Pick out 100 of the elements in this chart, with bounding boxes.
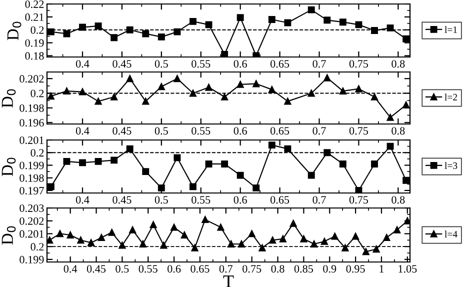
point: [308, 90, 315, 97]
x-tick-label: 0.6: [168, 265, 181, 273]
point: [98, 234, 105, 242]
point: [355, 85, 362, 92]
x-tick-label: 0.4: [76, 196, 90, 204]
point: [248, 230, 256, 238]
point: [110, 156, 118, 164]
point: [94, 98, 102, 105]
point: [150, 221, 157, 228]
point: [362, 248, 370, 256]
point: [394, 226, 401, 234]
point: [236, 14, 244, 22]
x-tick-label: 0.75: [349, 127, 368, 135]
point: [94, 22, 102, 30]
x-tick-label: 0.75: [349, 60, 368, 68]
x-tick-label: 0.55: [192, 196, 210, 204]
point: [342, 244, 349, 252]
point: [88, 239, 95, 246]
point: [284, 98, 292, 105]
x-tick-label: 0.7: [312, 196, 326, 204]
point: [279, 235, 286, 242]
legend-label: l=2: [444, 94, 457, 100]
point: [402, 35, 410, 42]
x-tick-label: 0.6: [234, 196, 247, 204]
x-tick-label: 0.8: [392, 60, 405, 68]
y-axis-title: D$_{0}$: [2, 226, 16, 245]
point: [268, 142, 276, 149]
point: [63, 88, 70, 95]
point: [355, 187, 362, 193]
point: [402, 176, 410, 184]
x-tick-label: 0.8: [271, 265, 284, 273]
x-tick-label: 0.75: [349, 196, 368, 204]
point: [205, 21, 212, 28]
y-axis-title: D$_{0}$: [2, 89, 16, 108]
y-tick-label: 0.199: [20, 256, 44, 264]
point: [190, 183, 196, 190]
y-tick-label: 0.21: [25, 13, 44, 21]
legend-label: l=4: [444, 230, 458, 238]
point: [355, 21, 362, 28]
point: [252, 184, 260, 192]
point: [174, 75, 181, 82]
y-tick-label: 0.2: [30, 243, 44, 251]
point: [284, 145, 292, 152]
point: [205, 160, 212, 168]
point: [324, 16, 331, 24]
point: [79, 88, 86, 96]
point: [190, 18, 196, 25]
point: [174, 154, 181, 162]
point: [320, 238, 328, 245]
point: [63, 158, 70, 165]
point: [402, 101, 410, 108]
x-tick-label: 0.5: [116, 265, 129, 273]
x-tick-label: 0.65: [270, 196, 290, 204]
y-tick-label: 0.2: [30, 90, 44, 98]
point: [269, 236, 276, 244]
x-tick-label: 0.7: [219, 265, 233, 273]
y-tick-label: 0.2: [30, 149, 44, 157]
x-tick-label: 0.8: [392, 127, 405, 135]
x-tick-label: 0.7: [312, 60, 326, 68]
x-tick-label: 0.95: [346, 265, 365, 273]
x-tick-label: 1: [380, 265, 384, 272]
point: [180, 232, 188, 238]
point: [258, 244, 266, 252]
x-tick-label: 0.75: [242, 265, 262, 273]
point: [268, 16, 276, 23]
point: [110, 93, 118, 100]
point: [236, 172, 244, 179]
point: [142, 98, 150, 105]
point: [284, 19, 292, 26]
y-tick-label: 0.197: [20, 186, 44, 194]
y-tick-label: 0.196: [20, 119, 44, 127]
point: [191, 244, 198, 252]
point: [118, 242, 126, 249]
point: [386, 114, 394, 121]
point: [238, 240, 245, 248]
x-tick-label: 0.5: [154, 127, 168, 135]
point: [339, 88, 346, 95]
x-tick-label: 1.05: [398, 265, 417, 273]
y-tick-label: 0.201: [20, 230, 44, 238]
point: [236, 80, 244, 88]
point: [268, 86, 276, 94]
point: [324, 74, 331, 82]
point: [324, 149, 331, 156]
point: [108, 228, 116, 236]
y-tick-label: 0.22: [25, 0, 44, 8]
point: [63, 30, 70, 38]
point: [158, 184, 165, 192]
point: [352, 232, 360, 240]
point: [386, 142, 394, 150]
legend-label: l=1: [444, 26, 457, 33]
point: [170, 224, 178, 231]
point: [339, 18, 346, 26]
point: [383, 234, 390, 242]
point: [331, 232, 338, 240]
x-tick-label: 0.65: [270, 60, 290, 68]
x-tick-label: 0.8: [392, 196, 405, 204]
point: [221, 50, 228, 57]
point: [339, 160, 346, 168]
x-tick-label: 0.7: [312, 127, 326, 135]
point: [190, 90, 196, 97]
